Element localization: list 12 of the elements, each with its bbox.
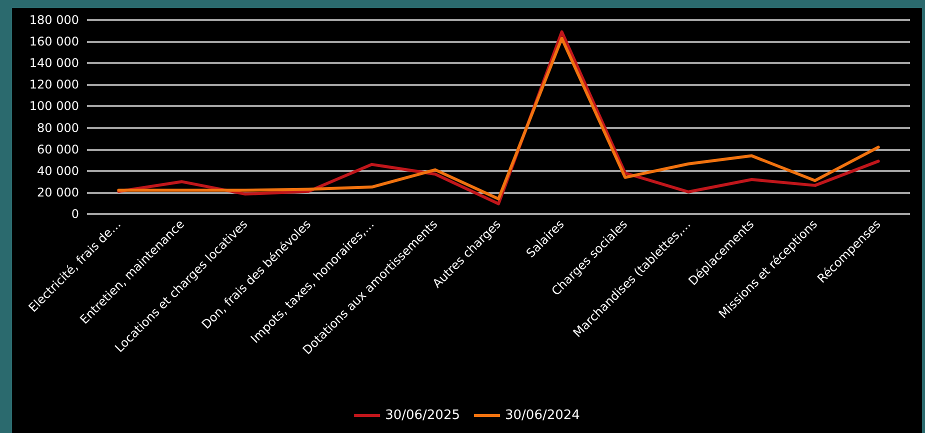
- y-tick-label: 160 000: [29, 34, 79, 49]
- y-tick-label: 0: [71, 207, 79, 221]
- y-tick-label: 40 000: [37, 164, 79, 178]
- y-tick-label: 140 000: [29, 56, 79, 70]
- y-tick-label: 20 000: [37, 185, 79, 200]
- y-tick-label: 120 000: [29, 78, 79, 92]
- y-tick-label: 180 000: [29, 13, 79, 27]
- y-tick-label: 60 000: [37, 142, 79, 156]
- legend-label: 30/06/2025: [385, 408, 460, 423]
- legend-label: 30/06/2024: [505, 408, 580, 423]
- y-tick-label: 80 000: [37, 120, 79, 135]
- y-tick-label: 100 000: [29, 99, 79, 114]
